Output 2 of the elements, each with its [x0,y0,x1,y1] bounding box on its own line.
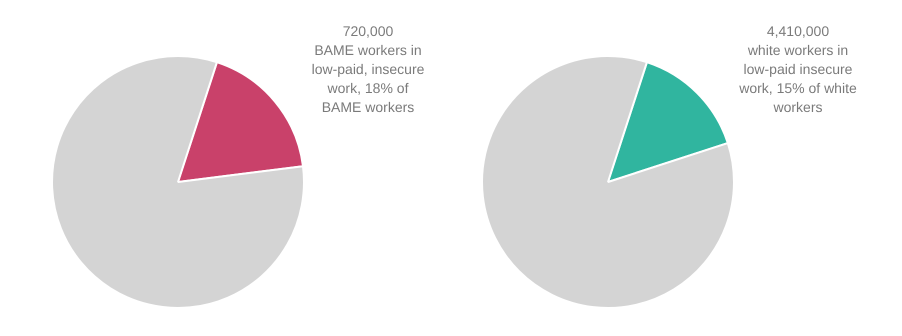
text: 4,410,000 white workers in low-paid insecure work, 15% of white workers [738,22,858,117]
text: 720,000 BAME workers in low-paid, insecure work, 18% of BAME workers [310,22,426,117]
